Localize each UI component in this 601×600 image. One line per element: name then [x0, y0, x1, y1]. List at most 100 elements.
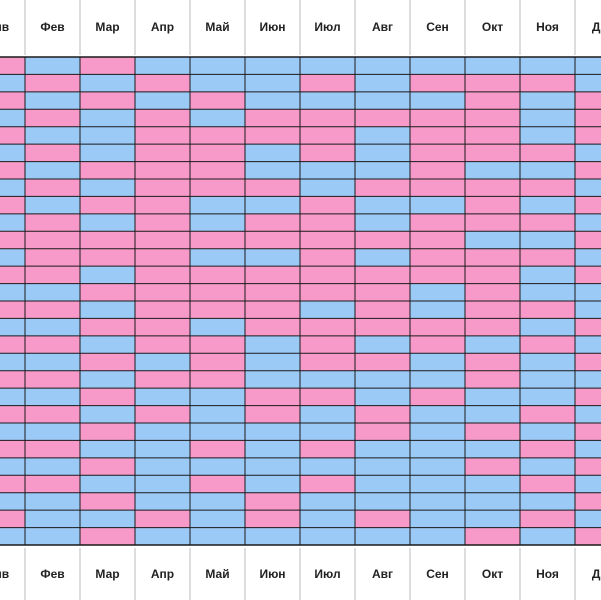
cell	[0, 144, 25, 162]
month-footer: Янв	[0, 567, 9, 581]
cell	[135, 179, 190, 197]
cell	[135, 74, 190, 92]
cell	[410, 91, 465, 110]
cell	[245, 370, 300, 389]
cell	[410, 231, 465, 249]
cell	[520, 109, 575, 127]
cell	[25, 301, 80, 319]
cell	[245, 179, 300, 197]
cell	[80, 57, 135, 75]
cell	[245, 475, 300, 493]
month-footer: Дек	[592, 567, 601, 581]
month-header: Ноя	[536, 20, 559, 34]
cell	[520, 248, 575, 267]
cell	[0, 213, 25, 232]
cell	[300, 196, 355, 214]
cell	[465, 423, 520, 441]
cell	[575, 91, 601, 110]
cell	[135, 370, 190, 389]
cell	[465, 57, 520, 75]
cell	[80, 196, 135, 214]
month-header: Дек	[592, 20, 601, 34]
cell	[300, 440, 355, 458]
month-header: Авг	[372, 20, 393, 34]
cell	[355, 475, 410, 493]
cell	[355, 91, 410, 110]
cell	[355, 423, 410, 441]
cell	[190, 492, 245, 511]
cell	[410, 353, 465, 371]
month-footer: Ноя	[536, 567, 559, 581]
cell	[245, 301, 300, 319]
cell	[575, 335, 601, 354]
cell	[190, 318, 245, 336]
cell	[410, 283, 465, 301]
cell	[520, 283, 575, 301]
cell	[410, 510, 465, 528]
cell	[355, 196, 410, 214]
cell	[0, 510, 25, 528]
cell	[80, 74, 135, 92]
cell	[300, 248, 355, 267]
cell	[25, 196, 80, 214]
cell	[410, 335, 465, 354]
cell	[135, 109, 190, 127]
cell	[245, 231, 300, 249]
cell	[575, 231, 601, 249]
cell	[520, 423, 575, 441]
cell	[245, 405, 300, 423]
cell	[575, 475, 601, 493]
cell	[300, 179, 355, 197]
cell	[25, 370, 80, 389]
cell	[135, 388, 190, 406]
cell	[190, 475, 245, 493]
month-header: Янв	[0, 20, 9, 34]
cell	[300, 353, 355, 371]
cell	[190, 388, 245, 406]
cell	[190, 109, 245, 127]
cell	[300, 144, 355, 162]
cell	[245, 248, 300, 267]
cell	[520, 179, 575, 197]
cell	[0, 109, 25, 127]
month-footer: Май	[205, 567, 229, 581]
cell	[0, 283, 25, 301]
cell	[80, 126, 135, 145]
cell	[80, 510, 135, 528]
cell	[190, 144, 245, 162]
cell	[0, 335, 25, 354]
cell	[520, 335, 575, 354]
cell	[135, 301, 190, 319]
cell	[520, 527, 575, 545]
cell	[0, 405, 25, 423]
cell	[190, 213, 245, 232]
cell	[135, 213, 190, 232]
cell	[135, 492, 190, 511]
cell	[465, 179, 520, 197]
cell	[245, 353, 300, 371]
cell	[0, 179, 25, 197]
cell	[80, 335, 135, 354]
cell	[465, 301, 520, 319]
cell	[410, 318, 465, 336]
cell	[575, 126, 601, 145]
cell	[520, 301, 575, 319]
cell	[0, 423, 25, 441]
cell	[465, 213, 520, 232]
cell	[0, 266, 25, 284]
cell	[465, 475, 520, 493]
cell	[465, 74, 520, 92]
cell	[410, 301, 465, 319]
cell	[465, 353, 520, 371]
cell	[410, 161, 465, 179]
cell	[465, 405, 520, 423]
cell	[135, 196, 190, 214]
cell	[520, 492, 575, 511]
cell	[80, 527, 135, 545]
cell	[300, 423, 355, 441]
month-header: Сен	[426, 20, 449, 34]
cell	[520, 91, 575, 110]
cell	[355, 492, 410, 511]
cell	[575, 423, 601, 441]
cell	[465, 510, 520, 528]
